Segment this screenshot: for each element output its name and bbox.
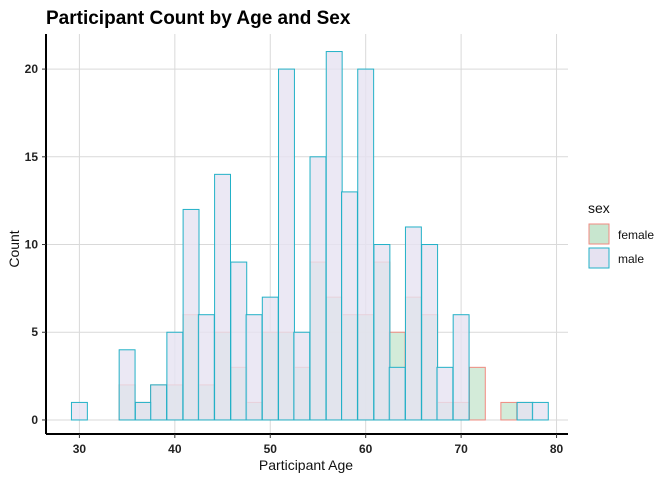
bar-male bbox=[373, 244, 391, 421]
bar-male bbox=[341, 191, 358, 421]
y-tick-label: 20 bbox=[25, 62, 39, 76]
x-tick-label: 60 bbox=[359, 442, 373, 456]
legend-label-female: female bbox=[618, 228, 654, 242]
bar-male bbox=[516, 401, 534, 421]
chart-title: Participant Count by Age and Sex bbox=[46, 8, 351, 29]
bar-male bbox=[261, 296, 279, 421]
bar-male bbox=[357, 68, 375, 421]
bar-male bbox=[452, 314, 470, 421]
histogram-bars bbox=[70, 51, 549, 421]
legend: sex female male bbox=[588, 200, 654, 269]
bar-male bbox=[150, 384, 168, 421]
y-tick-label: 5 bbox=[31, 325, 38, 339]
bar-male bbox=[245, 314, 263, 421]
bar-male bbox=[182, 208, 200, 421]
bar-male bbox=[166, 331, 184, 421]
bar-male bbox=[134, 401, 152, 421]
tick-labels: 30 40 50 60 70 80 0 5 10 15 20 bbox=[25, 62, 564, 456]
bar-female bbox=[468, 366, 486, 421]
x-tick-label: 80 bbox=[550, 442, 564, 456]
bar-male bbox=[531, 401, 549, 421]
y-tick-label: 0 bbox=[31, 413, 38, 427]
bar-male bbox=[421, 244, 439, 421]
legend-key-female bbox=[588, 223, 610, 245]
x-tick-label: 50 bbox=[264, 442, 278, 456]
x-tick-label: 30 bbox=[73, 442, 87, 456]
legend-key-male bbox=[588, 247, 610, 269]
bar-male bbox=[436, 366, 454, 421]
legend-title: sex bbox=[588, 200, 610, 216]
bar-male bbox=[197, 314, 215, 421]
axes bbox=[42, 34, 568, 438]
bar-male bbox=[293, 331, 311, 421]
bar-male bbox=[404, 226, 422, 421]
bar-male bbox=[309, 156, 327, 421]
bar-male bbox=[325, 51, 343, 421]
bar-female bbox=[500, 401, 518, 421]
bar-male bbox=[278, 68, 295, 421]
bar-male bbox=[388, 366, 406, 421]
x-tick-label: 70 bbox=[454, 442, 468, 456]
y-tick-label: 15 bbox=[25, 150, 39, 164]
x-tick-label: 40 bbox=[168, 442, 182, 456]
legend-label-male: male bbox=[618, 252, 644, 266]
bar-male bbox=[118, 349, 136, 421]
y-axis-title: Count bbox=[6, 230, 22, 267]
bar-male bbox=[230, 261, 248, 421]
y-tick-label: 10 bbox=[25, 238, 39, 252]
bar-male bbox=[214, 173, 231, 421]
bar-male bbox=[70, 401, 88, 421]
x-axis-title: Participant Age bbox=[259, 457, 353, 473]
